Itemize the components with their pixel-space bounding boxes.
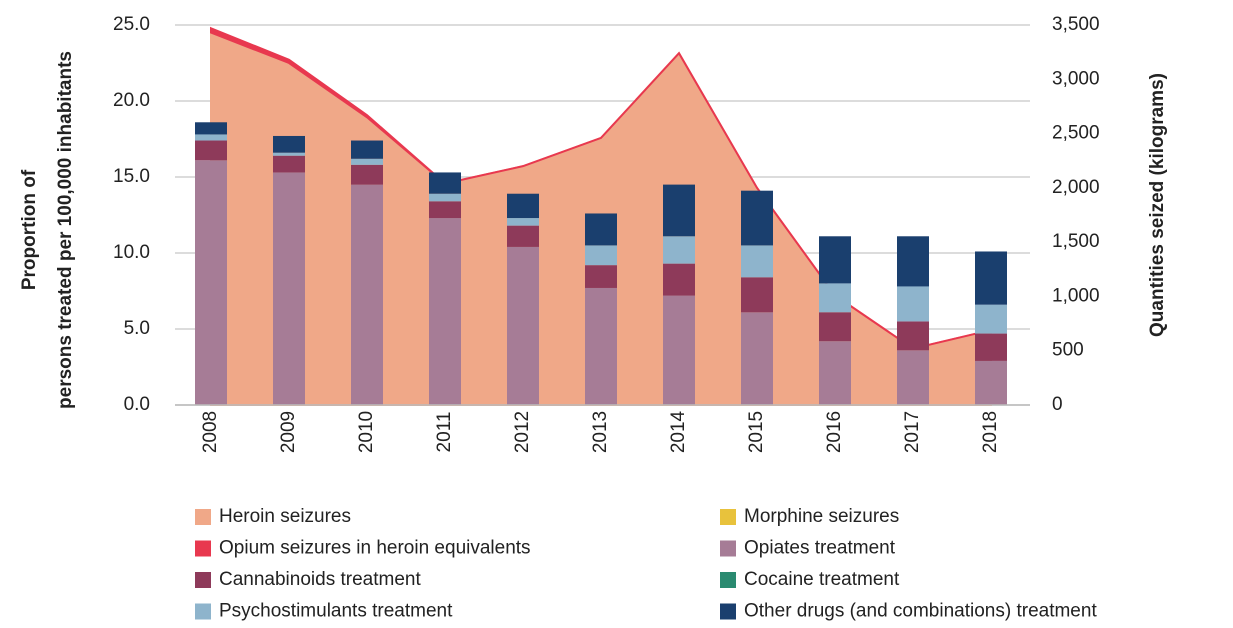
x-tick-label: 2012 — [512, 411, 533, 453]
bar — [507, 218, 539, 226]
bar — [585, 213, 617, 246]
y-axis-title: persons treated per 100,000 inhabitants — [55, 51, 76, 409]
bar — [273, 172, 305, 405]
bar — [741, 190, 773, 246]
y2-tick-label: 500 — [1052, 340, 1084, 361]
bar — [429, 172, 461, 194]
x-tick-label: 2018 — [980, 411, 1001, 453]
bar — [585, 265, 617, 288]
bar — [195, 140, 227, 161]
y-tick-label: 0.0 — [124, 394, 150, 415]
legend-label: Cocaine treatment — [744, 569, 900, 590]
bar — [819, 341, 851, 405]
legend-swatch — [195, 572, 211, 588]
bar — [351, 184, 383, 405]
legend-swatch — [720, 603, 736, 620]
bar — [585, 245, 617, 266]
legend-label: Opium seizures in heroin equivalents — [219, 538, 531, 559]
x-tick-label: 2011 — [434, 412, 455, 453]
legend-label: Morphine seizures — [744, 506, 899, 527]
legend-label: Psychostimulants treatment — [219, 601, 453, 622]
bar — [351, 158, 383, 165]
bar — [195, 160, 227, 405]
legend-label: Opiates treatment — [744, 538, 896, 559]
y-tick-label: 10.0 — [113, 242, 150, 263]
y-axis-title: Proportion of — [19, 169, 40, 290]
bar — [975, 304, 1007, 334]
bar — [429, 218, 461, 405]
bar — [975, 333, 1007, 361]
bar — [819, 236, 851, 284]
bar — [663, 184, 695, 237]
x-tick-label: 2009 — [278, 411, 299, 453]
legend-label: Heroin seizures — [219, 506, 351, 527]
bar — [975, 251, 1007, 305]
x-tick-label: 2008 — [200, 411, 221, 453]
bar — [897, 321, 929, 351]
legend-swatch — [720, 540, 736, 557]
bar — [351, 140, 383, 159]
bar — [741, 277, 773, 313]
bar — [507, 246, 539, 405]
x-tick-label: 2010 — [356, 411, 377, 453]
bar — [663, 263, 695, 296]
bar — [741, 312, 773, 405]
bar — [507, 193, 539, 219]
bar — [429, 201, 461, 219]
bar — [273, 155, 305, 173]
y2-tick-label: 1,000 — [1052, 285, 1100, 306]
bar — [507, 225, 539, 247]
y-tick-label: 25.0 — [113, 14, 150, 35]
x-tick-label: 2015 — [746, 411, 767, 453]
bar — [273, 152, 305, 156]
y2-tick-label: 0 — [1052, 394, 1063, 415]
bar — [351, 164, 383, 185]
bar — [819, 312, 851, 342]
x-tick-label: 2016 — [824, 411, 845, 453]
bar — [429, 193, 461, 202]
y-tick-label: 15.0 — [113, 166, 150, 187]
bar — [585, 287, 617, 405]
y2-axis-title: Quantities seized (kilograms) — [1147, 73, 1168, 337]
bar — [819, 283, 851, 313]
legend-swatch — [720, 572, 736, 588]
legend-label: Cannabinoids treatment — [219, 569, 421, 590]
bar — [663, 295, 695, 405]
legend-label: Other drugs (and combinations) treatment — [744, 601, 1097, 622]
bar — [975, 360, 1007, 405]
legend-swatch — [195, 509, 211, 525]
y2-tick-label: 2,500 — [1052, 123, 1100, 144]
y-tick-label: 20.0 — [113, 90, 150, 111]
bar — [195, 134, 227, 141]
bar — [897, 286, 929, 322]
x-tick-label: 2014 — [668, 410, 689, 453]
bar — [741, 245, 773, 278]
x-tick-label: 2013 — [590, 411, 611, 453]
y2-tick-label: 3,000 — [1052, 68, 1100, 89]
x-tick-label: 2017 — [902, 411, 923, 453]
area — [210, 26, 992, 350]
bar — [663, 236, 695, 264]
legend-swatch — [195, 540, 211, 557]
bar — [273, 135, 305, 153]
y-tick-label: 5.0 — [124, 318, 150, 339]
y2-tick-label: 2,000 — [1052, 177, 1100, 198]
bar — [897, 236, 929, 287]
bar — [195, 122, 227, 135]
legend-swatch — [720, 509, 736, 525]
legend-swatch — [195, 603, 211, 620]
bar — [897, 350, 929, 405]
y2-tick-label: 1,500 — [1052, 231, 1100, 252]
y2-tick-label: 3,500 — [1052, 14, 1100, 35]
